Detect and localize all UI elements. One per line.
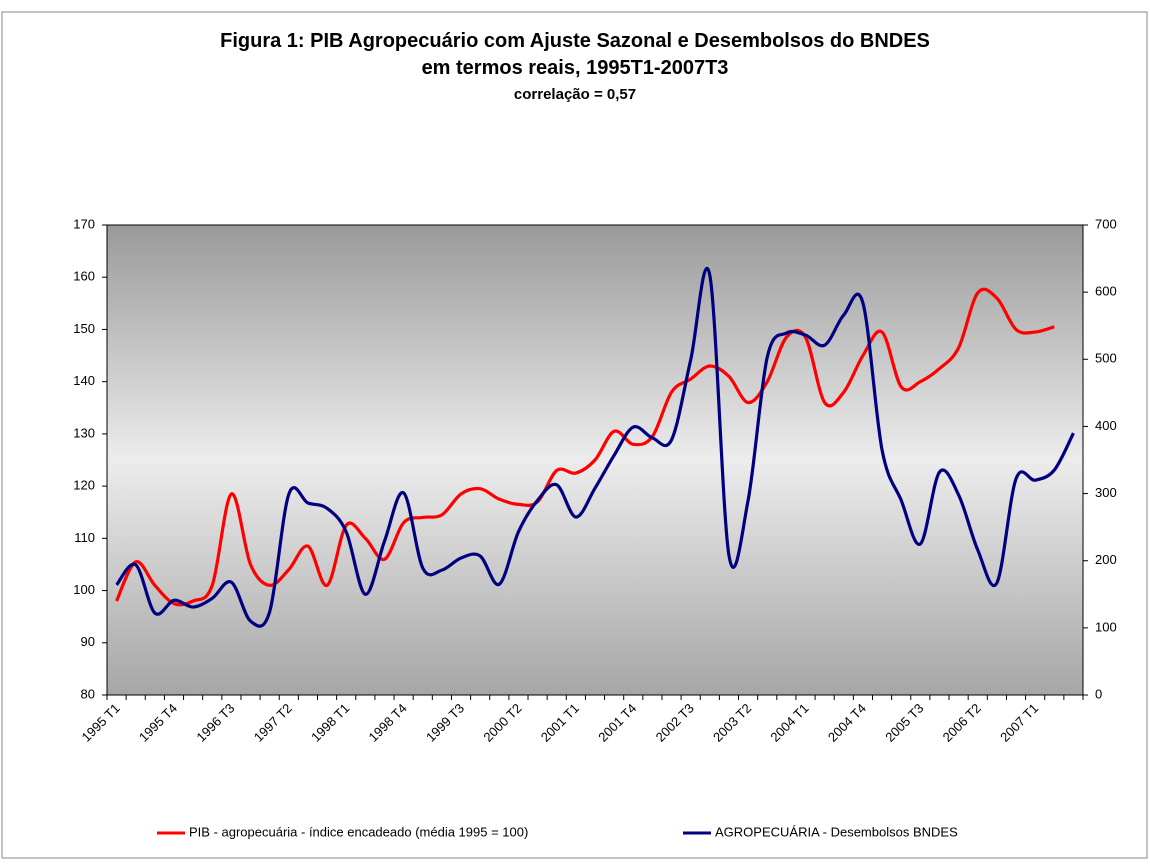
- chart-title: Figura 1: PIB Agropecuário com Ajuste Sa…: [220, 30, 930, 52]
- chart-title: em termos reais, 1995T1-2007T3: [422, 57, 729, 79]
- legend-label: AGROPECUÁRIA - Desembolsos BNDES: [715, 824, 958, 839]
- y2-tick-label: 500: [1095, 351, 1117, 366]
- y2-tick-label: 300: [1095, 485, 1117, 500]
- y2-tick-label: 100: [1095, 619, 1117, 634]
- data-line: [115, 287, 1055, 607]
- y-tick-label: 100: [73, 582, 95, 597]
- y-tick-label: 150: [73, 321, 95, 336]
- y-tick-label: 110: [74, 530, 95, 545]
- y2-tick-label: 200: [1095, 552, 1117, 567]
- y-tick-label: 80: [81, 686, 95, 701]
- y-tick-label: 170: [73, 216, 95, 231]
- y2-tick-label: 600: [1095, 284, 1117, 299]
- y-tick-label: 120: [73, 478, 95, 493]
- y2-tick-label: 0: [1095, 686, 1102, 701]
- y-tick-label: 90: [81, 634, 95, 649]
- data-line: [115, 266, 1075, 628]
- chart-subtitle: correlação = 0,57: [514, 86, 636, 103]
- y2-tick-label: 400: [1095, 418, 1117, 433]
- y2-tick-label: 700: [1095, 216, 1117, 231]
- y-tick-label: 160: [73, 269, 95, 284]
- y-tick-label: 140: [73, 373, 95, 388]
- legend-label: PIB - agropecuária - índice encadeado (m…: [189, 824, 528, 839]
- y-tick-label: 130: [73, 425, 95, 440]
